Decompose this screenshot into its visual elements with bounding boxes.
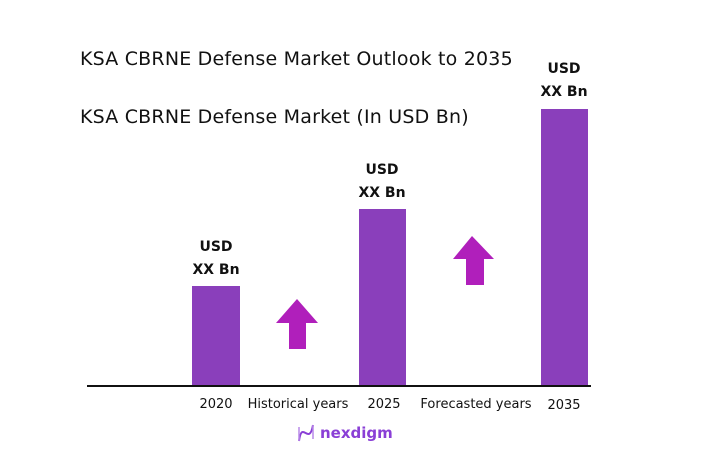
chart-subtitle: KSA CBRNE Defense Market (In USD Bn) xyxy=(80,106,469,128)
logo-mark-icon xyxy=(298,424,314,442)
bar-2035 xyxy=(541,109,588,386)
nexdigm-logo: nexdigm xyxy=(296,423,393,443)
tick-2020: 2020 xyxy=(199,397,233,412)
bar-2020 xyxy=(192,286,240,386)
up-arrow-icon xyxy=(276,299,318,349)
x-axis-line xyxy=(87,385,591,387)
bar-2025 xyxy=(359,209,406,386)
data-label-2035: USD XX Bn xyxy=(540,61,588,100)
data-label-2020: USD XX Bn xyxy=(192,239,240,278)
tick-2025: 2025 xyxy=(367,397,401,412)
annotation-historical: Historical years xyxy=(247,397,349,412)
chart-title: KSA CBRNE Defense Market Outlook to 2035 xyxy=(80,48,513,70)
data-label-2025: USD XX Bn xyxy=(358,162,406,201)
logo-text: nexdigm xyxy=(320,424,393,442)
annotation-forecasted: Forecasted years xyxy=(420,397,532,412)
tick-2035: 2035 xyxy=(547,398,581,413)
up-arrow-icon xyxy=(453,236,494,285)
